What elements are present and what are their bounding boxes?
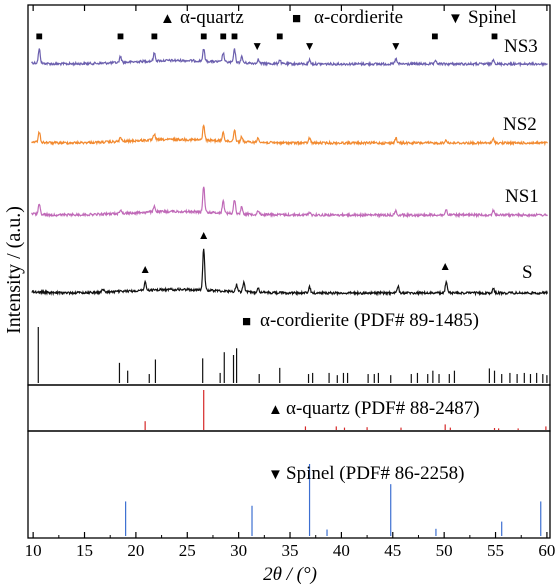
pattern-label-ns1: NS1 (505, 186, 539, 207)
reference-3: ▼ Spinel (PDF# 86-2258) (125, 463, 542, 536)
pattern-line-ns1 (31, 186, 548, 219)
x-tick-label: 30 (230, 541, 247, 560)
legend-quartz-label: α-quartz (180, 7, 244, 28)
phase-marker: ■ (36, 29, 43, 43)
x-tick-label: 45 (384, 541, 401, 560)
reference-layer: ■ α-cordierite (PDF# 89-1485) ▲ α-quartz (P… (37, 310, 548, 536)
x-tick-label: 25 (179, 541, 196, 560)
pattern-line-s (31, 248, 549, 297)
pattern-s: S ▲ ▲ ▲ (31, 228, 549, 297)
legend-cordierite-label: α-cordierite (314, 7, 403, 28)
x-tick-label: 10 (25, 541, 42, 560)
legend-quartz-symbol: ▲ (160, 11, 175, 27)
reference-1: ■ α-cordierite (PDF# 89-1485) (37, 310, 548, 383)
legend-spinel-label: Spinel (468, 7, 517, 28)
x-axis: 10 15 20 25 30 35 40 45 50 55 60 (25, 5, 555, 560)
reference-label: Spinel (PDF# 86-2258) (286, 463, 464, 484)
reference-2: ▲ α-quartz (PDF# 88-2487) (144, 390, 547, 430)
pattern-ns3: NS3 ■ ■ ■ ■ ■ ■ ▼ ■ ▼ ▼ ■ ■ (31, 29, 548, 68)
phase-marker: ■ (117, 29, 124, 43)
phase-marker: ■ (151, 29, 158, 43)
phase-marker: ■ (231, 29, 238, 43)
reference-symbol: ■ (242, 314, 251, 330)
phase-marker: ▲ (439, 259, 451, 273)
pattern-label-s: S (522, 262, 533, 283)
x-tick-label: 40 (333, 541, 350, 560)
legend-spinel-symbol: ▼ (448, 11, 463, 27)
pattern-ns1: NS1 (31, 186, 548, 219)
spinel-reference-frame (27, 430, 551, 539)
reference-symbol: ▼ (268, 467, 283, 483)
x-tick-label: 15 (76, 541, 93, 560)
phase-marker: ▼ (390, 39, 402, 53)
phase-marker: ■ (276, 29, 283, 43)
legend-cordierite-symbol: ■ (292, 11, 301, 27)
pattern-ns2: NS2 (31, 114, 548, 147)
phase-marker: ▲ (139, 262, 151, 276)
reference-label: α-quartz (PDF# 88-2487) (286, 398, 480, 419)
x-axis-label: 2θ / (°) (263, 564, 317, 585)
phase-marker: ▼ (304, 39, 316, 53)
x-tick-label: 20 (127, 541, 144, 560)
pattern-label-ns2: NS2 (503, 114, 537, 135)
phase-marker: ■ (200, 29, 207, 43)
x-tick-label: 50 (436, 541, 453, 560)
pattern-label-ns3: NS3 (504, 36, 538, 57)
x-tick-label: 60 (538, 541, 555, 560)
phase-marker: ■ (220, 29, 227, 43)
reference-symbol: ▲ (268, 402, 283, 418)
x-tick-label: 55 (487, 541, 504, 560)
pattern-line-ns3 (31, 48, 548, 68)
phase-marker: ■ (491, 29, 498, 43)
y-axis-label: Intensity / (a.u.) (3, 206, 25, 334)
phase-marker: ▼ (251, 39, 263, 53)
pattern-line-ns2 (31, 124, 548, 147)
phase-marker: ■ (431, 29, 438, 43)
reference-label: α-cordierite (PDF# 89-1485) (260, 310, 479, 331)
phase-marker: ▲ (198, 228, 210, 242)
plot-frames (27, 4, 551, 539)
series-layer: NS3 ■ ■ ■ ■ ■ ■ ▼ ■ ▼ ▼ ■ ■ NS2 NS1 S ▲ ▲ ▲ (31, 29, 549, 297)
phase-legend: ▲ α-quartz ■ α-cordierite ▼ Spinel (160, 7, 517, 28)
x-tick-label: 35 (282, 541, 299, 560)
